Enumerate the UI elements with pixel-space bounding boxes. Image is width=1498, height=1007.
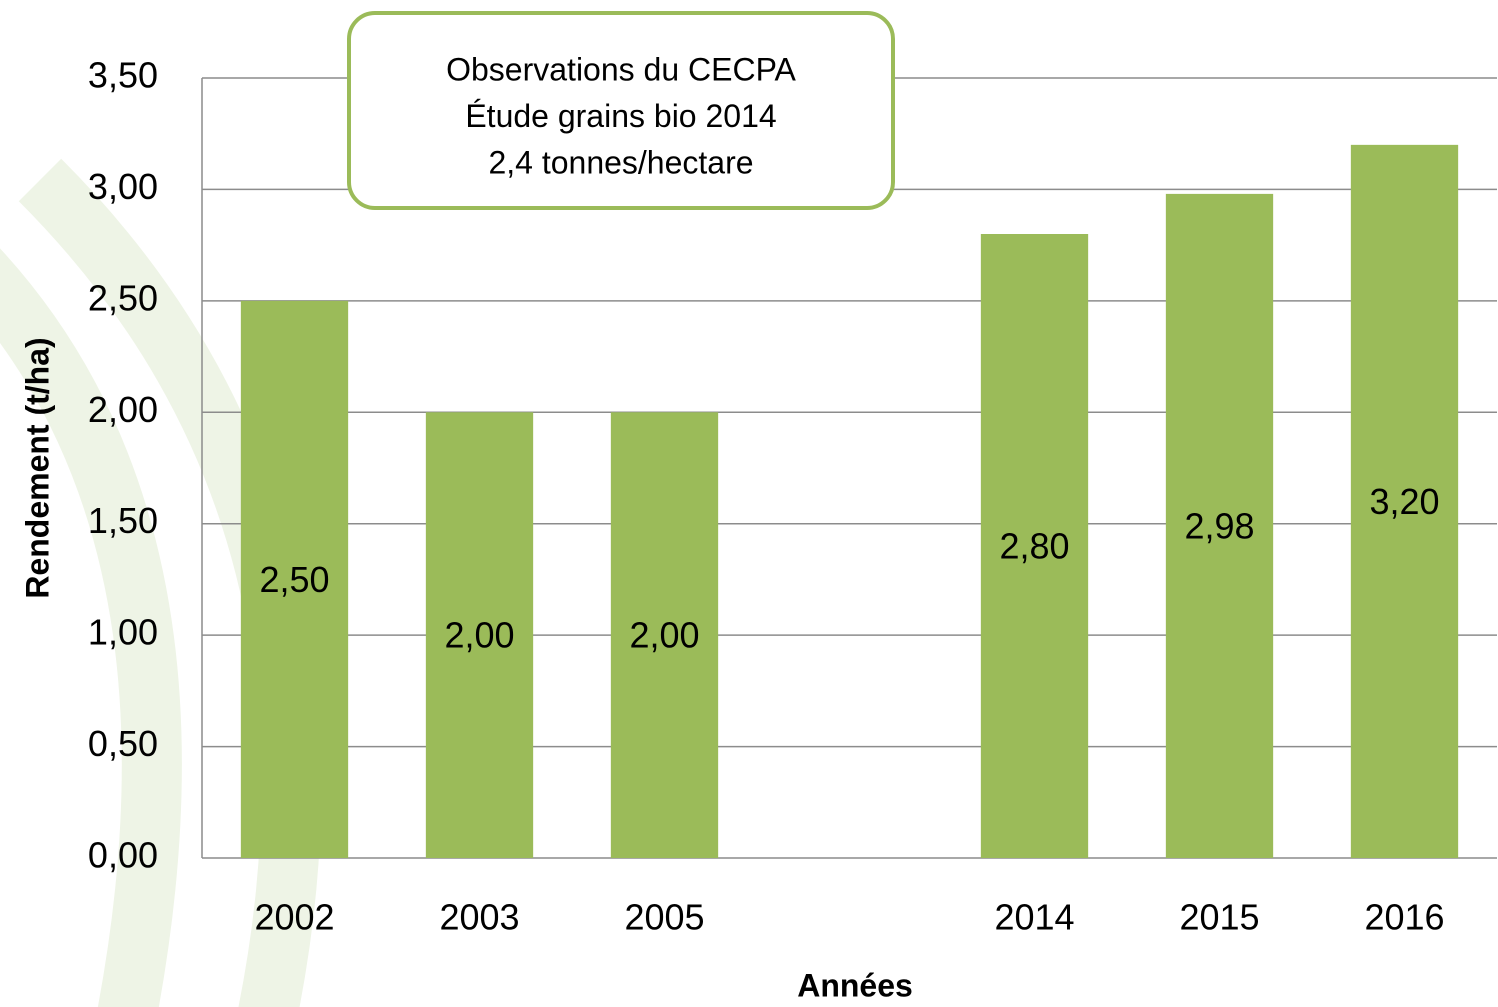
x-tick-label: 2002 <box>254 897 334 938</box>
bar <box>240 300 349 858</box>
y-tick-label: 1,50 <box>88 500 158 541</box>
value-label: 2,50 <box>259 559 329 600</box>
bar <box>1165 193 1274 858</box>
annotation-box <box>347 11 895 210</box>
y-tick-label: 3,00 <box>88 166 158 207</box>
bar <box>980 234 1089 858</box>
y-tick-label: 2,50 <box>88 277 158 318</box>
y-tick-label: 0,00 <box>88 835 158 876</box>
y-tick-label: 2,00 <box>88 389 158 430</box>
bar <box>610 412 719 858</box>
value-label: 2,00 <box>629 615 699 656</box>
bar <box>425 412 534 858</box>
annotation-text: Observations du CECPA <box>446 51 796 87</box>
y-axis-title: Rendement (t/ha) <box>19 337 55 598</box>
y-tick-label: 0,50 <box>88 723 158 764</box>
x-axis-title: Années <box>797 967 913 1003</box>
x-tick-label: 2005 <box>624 897 704 938</box>
value-label: 2,00 <box>444 615 514 656</box>
x-tick-label: 2014 <box>994 897 1074 938</box>
bar <box>1350 144 1459 858</box>
y-tick-label: 3,50 <box>88 55 158 96</box>
y-tick-label: 1,00 <box>88 612 158 653</box>
x-tick-label: 2003 <box>439 897 519 938</box>
x-tick-label: 2015 <box>1179 897 1259 938</box>
value-label: 2,98 <box>1184 505 1254 546</box>
value-label: 3,20 <box>1369 481 1439 522</box>
annotation-text: 2,4 tonnes/hectare <box>488 144 753 180</box>
annotation-text: Étude grains bio 2014 <box>465 98 776 134</box>
value-label: 2,80 <box>999 526 1069 567</box>
x-tick-label: 2016 <box>1364 897 1444 938</box>
